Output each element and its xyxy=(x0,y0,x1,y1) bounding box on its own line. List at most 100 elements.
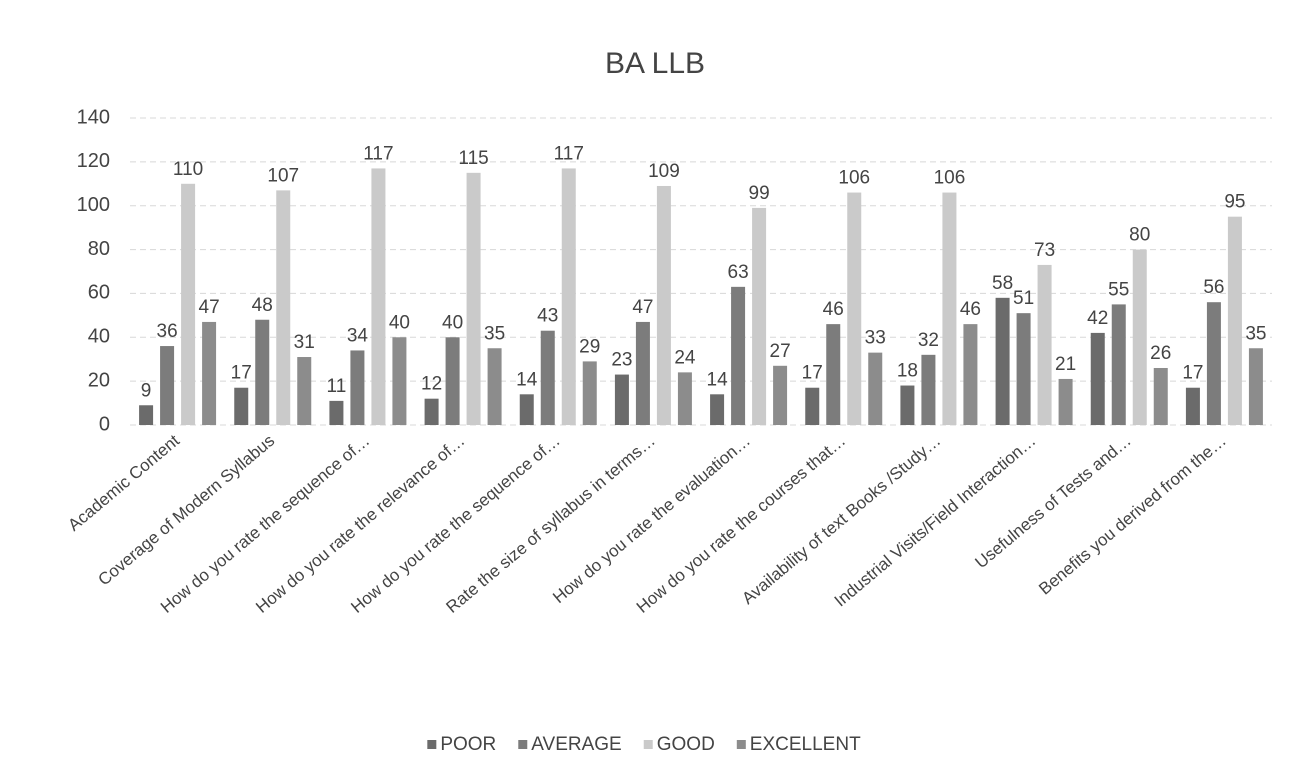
data-label: 23 xyxy=(611,350,632,371)
bar xyxy=(160,346,175,425)
bar xyxy=(1058,378,1073,425)
bar xyxy=(614,374,629,425)
legend-label: AVERAGE xyxy=(531,734,621,755)
data-label: 63 xyxy=(728,262,749,283)
bar xyxy=(139,405,154,425)
x-tick-label: How do you rate the evaluation… xyxy=(549,431,754,607)
y-tick-label: 120 xyxy=(77,150,110,172)
data-label: 73 xyxy=(1034,240,1055,261)
data-label: 35 xyxy=(484,323,505,344)
data-label: 42 xyxy=(1087,308,1108,329)
data-label: 17 xyxy=(802,363,823,384)
bar xyxy=(677,372,692,425)
bar xyxy=(350,350,365,425)
data-label: 80 xyxy=(1129,225,1150,246)
bar xyxy=(1153,367,1168,425)
bar xyxy=(773,365,788,425)
data-label: 11 xyxy=(327,376,347,397)
x-tick-label: Availability of text Books /Study… xyxy=(738,431,944,608)
bar xyxy=(847,192,862,425)
data-label: 24 xyxy=(674,347,696,368)
bar xyxy=(519,394,534,425)
data-label: 58 xyxy=(992,273,1013,294)
data-label: 51 xyxy=(1013,288,1034,309)
x-tick-label: Coverage of Modern Syllabus xyxy=(94,431,278,590)
data-label: 43 xyxy=(537,306,558,327)
legend-swatch xyxy=(643,740,653,749)
data-label: 36 xyxy=(157,321,178,342)
bar xyxy=(826,324,841,425)
data-label: 9 xyxy=(141,380,152,401)
bar xyxy=(1111,304,1126,425)
data-label: 35 xyxy=(1245,323,1266,344)
data-label: 17 xyxy=(1182,363,1203,384)
data-label: 40 xyxy=(389,312,410,333)
data-label: 17 xyxy=(231,363,252,384)
data-label: 117 xyxy=(554,143,584,164)
data-label: 27 xyxy=(770,341,791,362)
x-tick-label: How do you rate the sequence of… xyxy=(157,431,373,617)
bar xyxy=(255,319,270,425)
bar xyxy=(942,192,957,425)
bar xyxy=(424,398,439,425)
legend-swatch xyxy=(427,740,437,749)
bar xyxy=(466,172,481,425)
y-tick-label: 80 xyxy=(88,238,110,260)
bar xyxy=(234,387,249,425)
bar xyxy=(963,324,978,425)
data-label: 21 xyxy=(1055,354,1076,375)
data-label: 46 xyxy=(960,299,981,320)
bar xyxy=(202,321,217,425)
data-label: 33 xyxy=(865,328,886,349)
bar xyxy=(1206,302,1221,425)
data-label: 47 xyxy=(632,297,653,318)
y-tick-label: 140 xyxy=(77,106,110,128)
chart-title: BA LLB xyxy=(605,47,705,80)
bar xyxy=(868,352,883,425)
bar xyxy=(710,394,725,425)
bar xyxy=(297,357,312,425)
data-label: 31 xyxy=(294,332,315,353)
data-label: 29 xyxy=(579,336,600,357)
data-label: 115 xyxy=(458,148,488,169)
data-label: 48 xyxy=(252,295,273,316)
x-tick-label: How do you rate the relevance of… xyxy=(252,431,468,617)
y-tick-label: 20 xyxy=(88,369,110,391)
legend-label: EXCELLENT xyxy=(750,734,861,755)
legend-label: GOOD xyxy=(657,734,715,755)
y-tick-label: 40 xyxy=(88,326,110,348)
x-tick-label: Usefulness of Tests and… xyxy=(971,431,1134,572)
bar xyxy=(561,168,576,425)
legend-swatch xyxy=(518,740,528,749)
bar xyxy=(487,348,502,425)
data-label: 34 xyxy=(347,325,369,346)
bar xyxy=(1016,313,1031,425)
data-label: 46 xyxy=(823,299,844,320)
legend-swatch xyxy=(736,740,746,749)
data-label: 55 xyxy=(1108,279,1129,300)
bar xyxy=(1185,387,1200,425)
y-tick-label: 100 xyxy=(77,194,110,216)
data-label: 12 xyxy=(421,374,442,395)
x-tick-label: How do you rate the sequence of… xyxy=(347,431,563,617)
data-label: 18 xyxy=(897,361,918,382)
x-tick-label: Benefits you derived from the… xyxy=(1035,431,1230,599)
bar xyxy=(329,400,344,425)
data-label: 14 xyxy=(707,369,729,390)
bar xyxy=(805,387,820,425)
data-label: 106 xyxy=(838,168,870,189)
bar xyxy=(656,185,671,425)
data-label: 32 xyxy=(918,330,939,351)
bar xyxy=(752,207,767,425)
bar xyxy=(1132,249,1147,425)
bar xyxy=(445,337,460,425)
data-label: 47 xyxy=(199,297,220,318)
data-label: 109 xyxy=(648,161,680,182)
bar xyxy=(181,183,196,425)
data-label: 56 xyxy=(1203,277,1224,298)
data-label: 106 xyxy=(934,168,966,189)
bar xyxy=(276,190,291,425)
data-label: 99 xyxy=(749,183,770,204)
data-label: 117 xyxy=(363,143,393,164)
bar xyxy=(635,321,650,425)
